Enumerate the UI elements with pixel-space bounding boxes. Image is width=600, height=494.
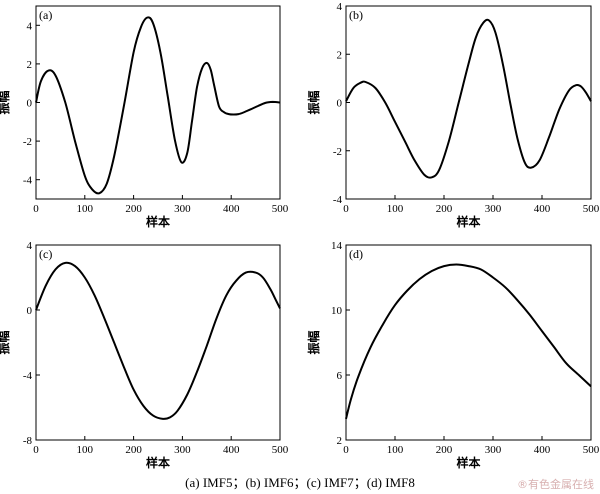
- x-tick-label: 200: [125, 444, 142, 456]
- plot-frame: [345, 5, 592, 200]
- y-tick-label: -4: [23, 370, 33, 382]
- x-tick-label: 100: [77, 203, 94, 215]
- panel-label: (c): [39, 247, 52, 261]
- x-tick-label: 200: [436, 444, 453, 456]
- y-tick-label: 4: [27, 20, 33, 32]
- x-tick-label: 500: [272, 203, 289, 215]
- y-tick-label: 2: [27, 59, 33, 71]
- watermark: ®有色金属在线: [517, 478, 594, 491]
- panel-a: 0 100 200 300 400 500 -4 -2 0 2 4 样本 振幅 (a): [0, 5, 289, 229]
- x-tick-label: 500: [583, 203, 600, 215]
- panel-label: (b): [349, 8, 363, 22]
- y-tick-label: -2: [333, 146, 342, 158]
- x-tick-label: 300: [485, 203, 502, 215]
- x-tick-label: 500: [272, 444, 289, 456]
- y-axis-label: 振幅: [306, 330, 321, 354]
- x-tick-label: 100: [387, 444, 404, 456]
- x-axis-label: 样本: [456, 214, 480, 229]
- x-tick-label: 400: [223, 444, 240, 456]
- x-axis-label: 样本: [146, 455, 170, 470]
- x-tick-label: 0: [33, 203, 39, 215]
- series-line: [35, 16, 281, 195]
- x-tick-label: 300: [485, 444, 502, 456]
- x-tick-label: 200: [125, 203, 142, 215]
- y-axis-label: 振幅: [0, 90, 11, 114]
- y-tick-label: 2: [337, 49, 343, 61]
- x-tick-label: 400: [223, 203, 240, 215]
- x-axis-label: 样本: [456, 455, 480, 470]
- x-tick-label: 300: [174, 203, 191, 215]
- y-tick-label: -8: [23, 435, 33, 447]
- x-tick-label: 500: [583, 444, 600, 456]
- x-tick-label: 0: [33, 444, 39, 456]
- y-tick-label: 0: [27, 305, 33, 317]
- plot-frame: [345, 244, 592, 441]
- y-tick-label: 2: [337, 435, 343, 447]
- y-tick-label: 14: [331, 240, 343, 252]
- x-axis-label: 样本: [146, 214, 170, 229]
- plot-frame: [35, 5, 281, 200]
- x-tick-label: 400: [534, 444, 551, 456]
- x-tick-label: 100: [77, 444, 94, 456]
- x-tick-label: 400: [534, 203, 551, 215]
- x-tick-label: 100: [387, 203, 404, 215]
- y-tick-label: 10: [331, 305, 343, 317]
- panel-c: 0 100 200 300 400 500 -8 -4 0 4 样本 振幅 (c): [0, 240, 289, 470]
- figure-caption: (a) IMF5；(b) IMF6；(c) IMF7；(d) IMF8: [185, 475, 415, 490]
- panel-d: 0 100 200 300 400 500 2 6 10 14 样本 振幅 (d): [306, 240, 600, 470]
- x-tick-label: 300: [174, 444, 191, 456]
- y-tick-label: -4: [23, 175, 33, 187]
- y-axis-label: 振幅: [0, 330, 11, 354]
- y-tick-label: 0: [337, 98, 343, 110]
- y-tick-label: -2: [23, 136, 32, 148]
- y-tick-label: 0: [27, 98, 33, 110]
- y-tick-label: 4: [27, 240, 33, 252]
- series-line: [345, 263, 592, 420]
- y-axis-label: 振幅: [306, 90, 321, 114]
- y-tick-label: -4: [333, 194, 343, 206]
- plot-frame: [35, 244, 281, 441]
- x-tick-label: 0: [343, 203, 349, 215]
- panel-label: (a): [39, 8, 52, 22]
- y-tick-label: 6: [337, 370, 343, 382]
- y-tick-label: 4: [337, 1, 343, 13]
- series-line: [35, 261, 281, 420]
- panel-b: 0 100 200 300 400 500 -4 -2 0 2 4 样本 振幅 (b): [306, 1, 600, 229]
- x-tick-label: 0: [343, 444, 349, 456]
- x-tick-label: 200: [436, 203, 453, 215]
- series-line: [345, 18, 592, 179]
- panel-label: (d): [349, 247, 363, 261]
